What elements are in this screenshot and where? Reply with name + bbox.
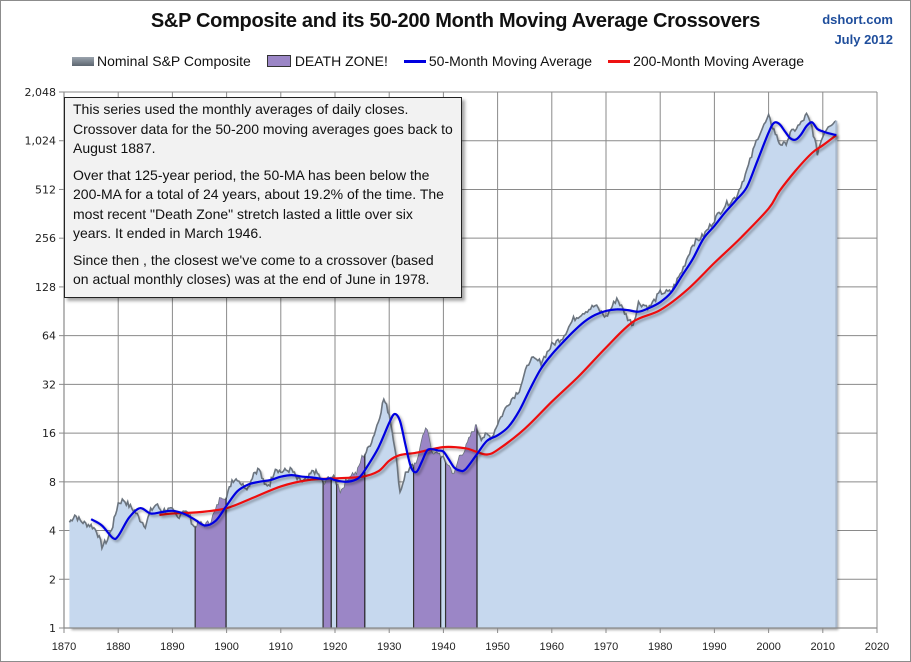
legend-label: 200-Month Moving Average	[633, 53, 805, 69]
axes: 1 2 4 8 16 32 64 128 256 512 1,024 2,048 1870 1880 189…	[25, 86, 890, 653]
x-tick-label: 1870	[52, 641, 76, 653]
source-block: dshort.com July 2012	[822, 10, 893, 50]
legend-swatch-zone	[266, 55, 291, 67]
x-tick-label: 1920	[323, 641, 347, 653]
x-tick-label: 1900	[214, 641, 238, 653]
chart-title: S&P Composite and its 50-200 Month Movin…	[150, 10, 761, 32]
x-tick-label: 1950	[485, 641, 509, 653]
legend-item-200ma: 200-Month Moving Average	[608, 53, 804, 69]
y-tick-label: 128	[35, 281, 56, 294]
y-tick-label: 16	[42, 427, 56, 440]
legend-item-death-zone: DEATH ZONE!	[266, 53, 388, 69]
x-tick-label: 1970	[594, 641, 618, 653]
ma-200-line	[159, 134, 837, 516]
x-tick-label: 2020	[865, 641, 889, 653]
annotation-paragraph: Since then , the closest we've come to a…	[73, 251, 434, 288]
x-tick-label: 2000	[756, 641, 780, 653]
y-tick-label: 1	[49, 622, 56, 635]
y-tick-label: 8	[49, 476, 56, 489]
legend-swatch-line	[608, 59, 631, 63]
date-label: July 2012	[834, 32, 893, 47]
y-tick-label: 256	[35, 232, 56, 245]
x-tick-label: 1880	[106, 641, 130, 653]
x-tick-label: 1980	[648, 641, 672, 653]
x-tick-label: 1990	[702, 641, 726, 653]
ma-lines	[90, 121, 837, 541]
legend-swatch-area	[72, 56, 94, 66]
legend-label: DEATH ZONE!	[294, 53, 388, 69]
annotation-paragraph: This series used the monthly averages of…	[73, 101, 453, 156]
y-tick-label: 32	[42, 378, 56, 391]
y-tick-label: 2	[49, 573, 56, 586]
x-tick-label: 1910	[269, 641, 293, 653]
y-tick-label: 1,024	[25, 135, 57, 148]
y-tick-label: 512	[35, 183, 56, 196]
annotation-box: This series used the monthly averages of…	[64, 97, 462, 298]
y-tick-label: 4	[49, 525, 56, 538]
x-tick-label: 1940	[431, 641, 455, 653]
legend-label: 50-Month Moving Average	[428, 53, 593, 69]
annotation-paragraph: Over that 125-year period, the 50-MA has…	[73, 166, 444, 242]
sp-composite-area	[69, 113, 837, 628]
legend-item-sp-composite: Nominal S&P Composite	[72, 53, 251, 69]
legend-label: Nominal S&P Composite	[97, 53, 251, 69]
legend: Nominal S&P Composite DEATH ZONE! 50-Mon…	[72, 53, 820, 69]
x-tick-label: 1930	[377, 641, 401, 653]
legend-swatch-line	[403, 59, 426, 63]
source-label: dshort.com	[822, 12, 893, 27]
y-tick-label: 64	[42, 330, 56, 343]
x-tick-label: 2010	[811, 641, 835, 653]
x-tick-label: 1890	[160, 641, 184, 653]
legend-item-50ma: 50-Month Moving Average	[403, 53, 593, 69]
y-tick-label: 2,048	[25, 86, 57, 99]
x-tick-label: 1960	[540, 641, 564, 653]
ma-50-line	[90, 121, 837, 541]
